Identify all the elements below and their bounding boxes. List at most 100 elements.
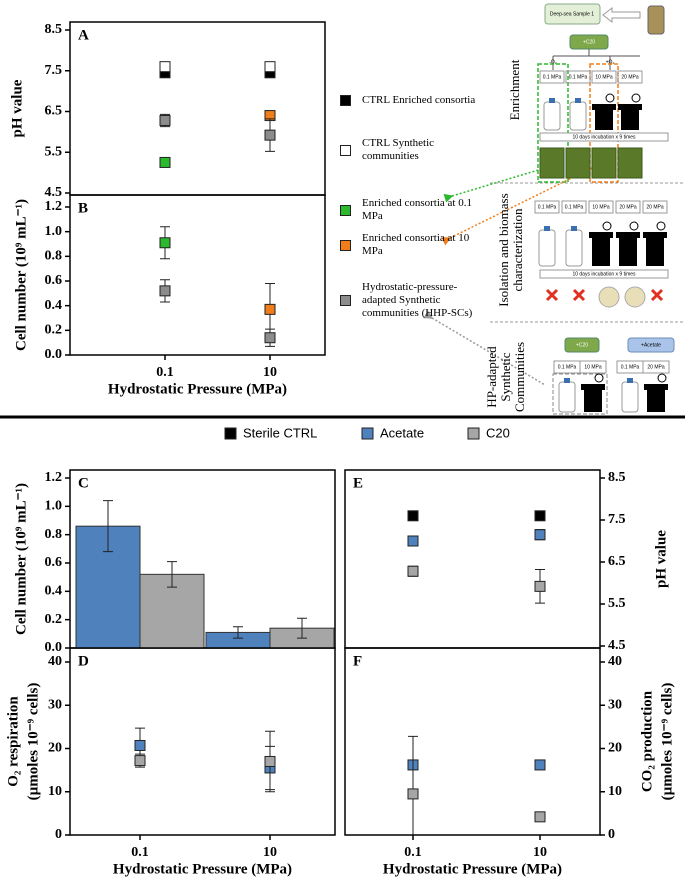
gauge bbox=[656, 221, 666, 231]
panel-label: F bbox=[353, 653, 362, 669]
pressure-label: 10 MPa bbox=[592, 204, 609, 210]
y-tick-label: 0 bbox=[608, 827, 615, 842]
legend-swatch bbox=[467, 427, 480, 440]
pressure-box bbox=[591, 70, 617, 84]
panel-label: A bbox=[78, 27, 89, 43]
y-tick-label: 0.6 bbox=[45, 555, 63, 570]
marker bbox=[134, 755, 146, 767]
legend-swatch bbox=[340, 295, 351, 306]
pressure-label: 20 MPa bbox=[619, 204, 636, 210]
biomass-box bbox=[539, 147, 565, 179]
fail-mark bbox=[545, 288, 664, 302]
reactor bbox=[618, 104, 642, 110]
x-tick-label: 10 bbox=[533, 845, 547, 860]
pressure-box bbox=[642, 360, 670, 374]
legend-swatch bbox=[340, 145, 351, 156]
y-tick-label: 5.5 bbox=[608, 596, 626, 611]
jar bbox=[647, 5, 665, 35]
marker bbox=[159, 285, 171, 297]
reactor bbox=[644, 384, 668, 390]
y-axis-label: Cell number (10⁹ mL⁻¹) bbox=[13, 199, 29, 351]
sample-label: Deep-sea Sample 1 bbox=[550, 11, 594, 17]
plot-frame bbox=[344, 469, 601, 649]
marker bbox=[534, 759, 546, 771]
pressure-label: 20 MPa bbox=[647, 364, 664, 370]
oxygen-label: -O₂ bbox=[549, 59, 557, 65]
legend-entry: CTRL Synthetic communities bbox=[362, 137, 435, 162]
legend-swatch bbox=[340, 205, 351, 216]
error-bar bbox=[297, 617, 307, 639]
pressure-box bbox=[615, 200, 641, 214]
pressure-label: 0.1 MPa bbox=[569, 74, 588, 80]
y-tick-label: 0.6 bbox=[45, 273, 63, 288]
legend-entry: Hydrostatic-pressure-adapted Synthetic c… bbox=[362, 280, 473, 319]
plot-frame bbox=[69, 647, 336, 836]
y-tick-label: 7.5 bbox=[608, 512, 626, 527]
bottle bbox=[569, 101, 587, 131]
y-tick-label: 0.0 bbox=[45, 640, 63, 655]
y-tick-label: 6.5 bbox=[45, 104, 63, 119]
y-tick-label: 40 bbox=[608, 654, 622, 669]
reactor bbox=[643, 232, 667, 238]
y-tick-label: 30 bbox=[608, 697, 622, 712]
reactor bbox=[581, 384, 605, 390]
incubation-bar bbox=[539, 132, 669, 142]
plot-frame bbox=[69, 21, 326, 196]
marker bbox=[264, 61, 276, 73]
oxygen-label: +O₂ bbox=[606, 59, 615, 65]
incubation-label: 10 days incubation x 9 times bbox=[572, 271, 636, 277]
marker bbox=[159, 114, 171, 126]
legend-entry: Enriched consortia at 0.1 MPa bbox=[362, 197, 472, 222]
y-tick-label: 1.2 bbox=[45, 470, 63, 485]
marker bbox=[534, 811, 546, 823]
y-tick-label: 0.2 bbox=[45, 612, 63, 627]
biomass-box bbox=[565, 147, 591, 179]
substrate-label: +Acetate bbox=[641, 342, 661, 348]
y-tick-label: 10 bbox=[608, 784, 622, 799]
x-axis-label: Hydrostatic Pressure (MPa) bbox=[383, 861, 562, 877]
y-tick-label: 6.5 bbox=[608, 554, 626, 569]
error-bar bbox=[103, 500, 113, 553]
y-tick-label: 4.5 bbox=[608, 638, 626, 653]
y-axis-label: pH value bbox=[9, 79, 25, 137]
marker bbox=[159, 156, 171, 168]
marker bbox=[264, 755, 276, 767]
y-tick-label: 0.4 bbox=[45, 584, 63, 599]
gauge bbox=[602, 221, 612, 231]
cap bbox=[564, 378, 570, 383]
marker bbox=[159, 61, 171, 73]
y-axis-label: O₂ respiration bbox=[5, 696, 21, 787]
bottle bbox=[558, 381, 576, 413]
x-tick-label: 10 bbox=[263, 845, 277, 860]
y-tick-label: 8.5 bbox=[45, 22, 63, 37]
biomass-box bbox=[591, 147, 617, 179]
legend-swatch bbox=[340, 95, 351, 106]
panel-label: B bbox=[78, 200, 88, 216]
gauge bbox=[657, 373, 667, 383]
schematic: Deep-sea Sample 1 +C20 -O₂ +O₂ 0.1 MPa 0… bbox=[423, 3, 685, 415]
pressure-box bbox=[617, 70, 643, 84]
y-tick-label: 0 bbox=[55, 827, 62, 842]
y-tick-label: 20 bbox=[608, 741, 622, 756]
bottle bbox=[543, 101, 561, 131]
x-tick-label: 0.1 bbox=[131, 845, 149, 860]
biomass-box bbox=[617, 147, 643, 179]
y-tick-label: 4.5 bbox=[45, 185, 63, 200]
error-bar bbox=[233, 626, 243, 639]
pointer bbox=[423, 310, 546, 386]
y-tick-label: 7.5 bbox=[45, 63, 63, 78]
y-axis-label: (µmoles 10⁻⁹ cells) bbox=[25, 683, 41, 801]
highlight bbox=[589, 63, 619, 183]
y-tick-label: 0.4 bbox=[45, 298, 63, 313]
y-axis-label: CO₂ production bbox=[639, 690, 655, 792]
panel-label: D bbox=[78, 653, 89, 669]
legend-entry: CTRL Enriched consortia bbox=[362, 93, 476, 106]
highlight bbox=[552, 373, 608, 415]
reactor bbox=[646, 232, 664, 266]
pressure-box bbox=[561, 200, 587, 214]
y-tick-label: 1.0 bbox=[45, 224, 63, 239]
pressure-box bbox=[579, 360, 607, 374]
legend-swatch bbox=[224, 427, 237, 440]
connector bbox=[552, 49, 640, 70]
